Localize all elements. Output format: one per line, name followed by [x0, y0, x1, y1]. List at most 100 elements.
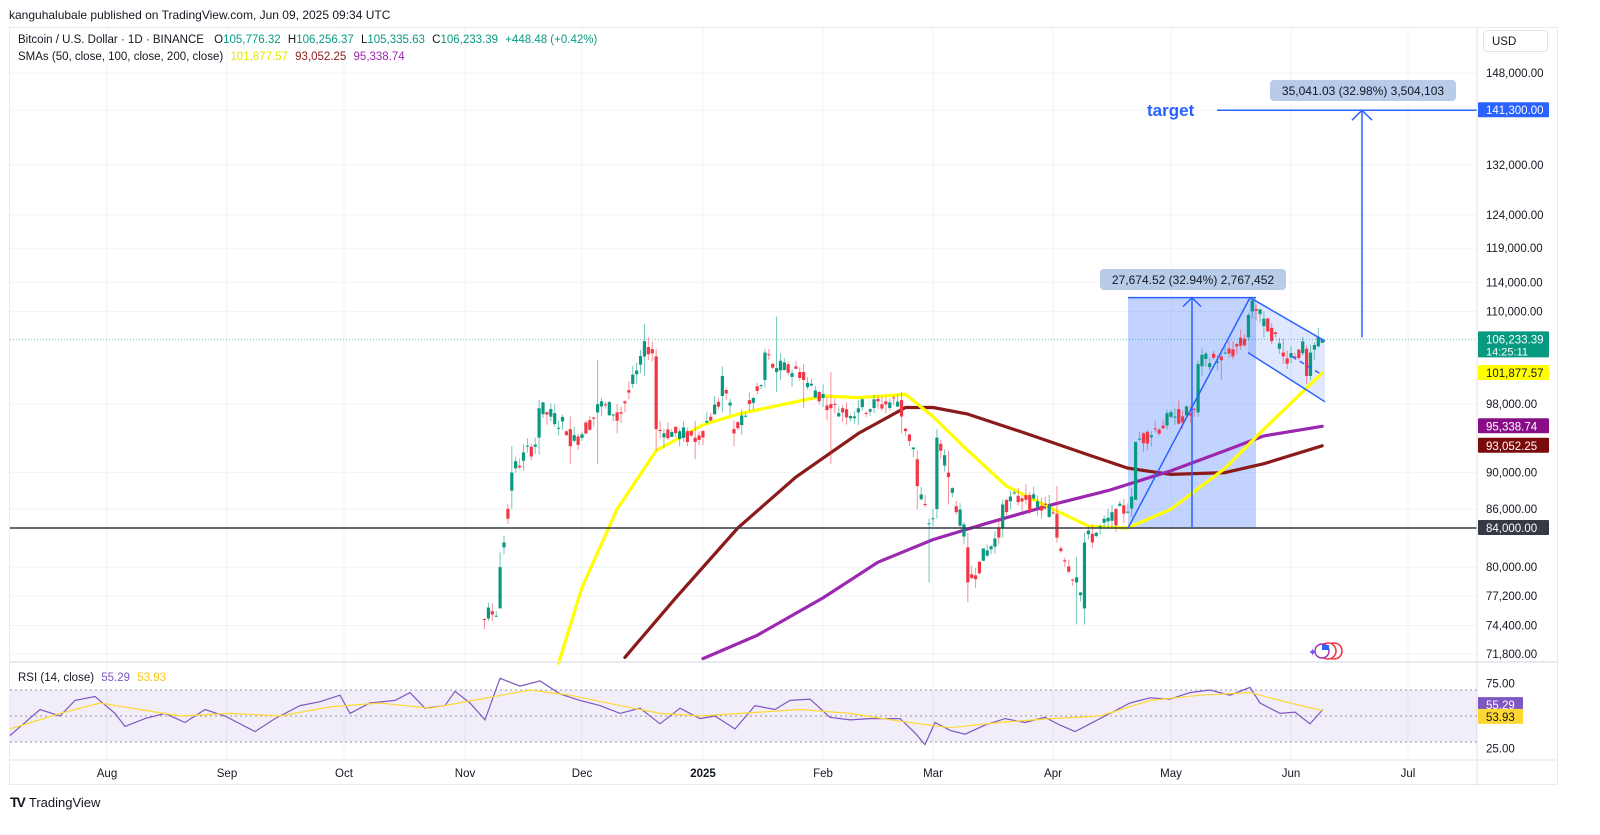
candle-body [751, 397, 755, 403]
candle-body [1281, 352, 1285, 357]
candle-body [599, 401, 604, 407]
pole-trend-line [1127, 297, 1251, 529]
candle-body [755, 386, 759, 391]
time-tick[interactable]: Feb [813, 768, 833, 780]
time-tick[interactable]: Aug [97, 768, 117, 780]
candle-body [576, 436, 580, 445]
candle-body [954, 506, 958, 513]
time-tick[interactable]: May [1160, 768, 1182, 780]
candle-body [1204, 353, 1208, 360]
pole-measure-arrow[interactable] [1127, 296, 1326, 529]
candle-body [1122, 505, 1126, 514]
candle-body [888, 402, 892, 409]
candle-body [1258, 309, 1262, 315]
candle-body [1293, 356, 1297, 358]
candle-body [805, 382, 810, 388]
price-tick: 114,000.00 [1486, 278, 1543, 290]
target-measure-label-bg [1270, 80, 1456, 101]
candle-body [1301, 341, 1305, 354]
price-label-text: 95,338.74 [1486, 421, 1538, 433]
candle-body [1169, 412, 1173, 417]
price-tick: 77,200.00 [1486, 591, 1537, 603]
candle-body [553, 413, 557, 425]
candle-body [724, 389, 728, 394]
price-label: 93,052.25 [1478, 437, 1549, 453]
candle-body [506, 508, 510, 519]
time-tick[interactable]: Jun [1282, 768, 1301, 780]
candle-body [642, 341, 647, 357]
price-label-text: 84,000.00 [1486, 523, 1537, 535]
target-measure-label: 35,041.03 (32.98%) 3,504,103 [1270, 80, 1456, 101]
price-label-bg [1478, 364, 1549, 380]
price-label-bg [1478, 418, 1549, 434]
candle-body [848, 416, 853, 419]
candle-body [809, 383, 814, 386]
change-value: +448.48 (+0.42%) [505, 34, 598, 46]
candle-body [1059, 548, 1063, 552]
time-tick[interactable]: Dec [572, 768, 593, 780]
candle-body [856, 408, 860, 413]
candle-body [1227, 348, 1231, 354]
candle-body [1043, 503, 1047, 505]
candle-body [892, 397, 896, 399]
candle-body [494, 615, 498, 617]
target-arrow[interactable] [1217, 109, 1477, 338]
time-tick[interactable]: Nov [455, 768, 476, 780]
candle-body [1067, 566, 1071, 572]
publisher-line: kanguhalubale published on TradingView.c… [9, 8, 391, 22]
candle-body [958, 509, 962, 526]
candle-body [689, 431, 693, 436]
candle-body [1308, 352, 1313, 376]
candle-body [1149, 435, 1153, 438]
candle-body [1094, 532, 1098, 537]
rsi-value: 55.29 [101, 672, 131, 684]
candle-body [931, 518, 935, 520]
price-tick: 80,000.00 [1486, 562, 1537, 574]
time-tick[interactable]: Apr [1044, 768, 1062, 780]
candle-body [1126, 511, 1130, 513]
economic-event-icon[interactable]: ✦ [1308, 642, 1343, 660]
low-label: L [360, 34, 368, 46]
sma-label[interactable]: SMAs (50, close, 100, close, 200, close) [18, 51, 224, 63]
candle-body [1211, 353, 1216, 358]
channel-lower [1247, 351, 1326, 403]
symbol-title[interactable]: Bitcoin / U.S. Dollar · 1D · BINANCE [18, 34, 204, 46]
candle-body [490, 611, 494, 615]
candle-body [1242, 338, 1247, 346]
candle-body [1098, 526, 1102, 528]
candle-body [1001, 504, 1005, 528]
candle-body [619, 412, 623, 414]
candle-body [549, 409, 553, 417]
time-tick[interactable]: 2025 [690, 768, 716, 780]
rsi-value-label-bg [1478, 697, 1523, 713]
candle-body [635, 370, 639, 375]
channel-mid [1291, 355, 1321, 375]
candle-body [1102, 518, 1106, 523]
candle-body [720, 375, 724, 397]
time-tick[interactable]: Jul [1401, 768, 1416, 780]
candle-body [1161, 425, 1165, 429]
time-tick[interactable]: Sep [217, 768, 237, 780]
time-tick[interactable]: Mar [923, 768, 943, 780]
symbol-legend: Bitcoin / U.S. Dollar · 1D · BINANCE O10… [18, 34, 601, 46]
candle-body [1075, 577, 1079, 583]
candle-body [1173, 416, 1177, 418]
candle-body [607, 401, 611, 416]
candle-body [560, 416, 565, 422]
time-tick[interactable]: Oct [335, 768, 354, 780]
candle-body [989, 546, 993, 550]
candle-body [911, 447, 915, 450]
rsi-label[interactable]: RSI (14, close) [18, 672, 95, 684]
candle-body [786, 364, 790, 373]
candle-body [1090, 533, 1094, 543]
candle-body [716, 401, 721, 407]
currency-button[interactable]: USD [1483, 30, 1548, 52]
candle-body [852, 416, 857, 419]
candle-body [966, 547, 970, 583]
candle-body [997, 527, 1001, 538]
price-axis[interactable]: 148,000.00 132,000.00 124,000.00 119,000.00… [1486, 68, 1544, 756]
target-arrow-head [1351, 109, 1373, 121]
target-label: target [1147, 101, 1195, 120]
candle-body [1181, 416, 1185, 423]
